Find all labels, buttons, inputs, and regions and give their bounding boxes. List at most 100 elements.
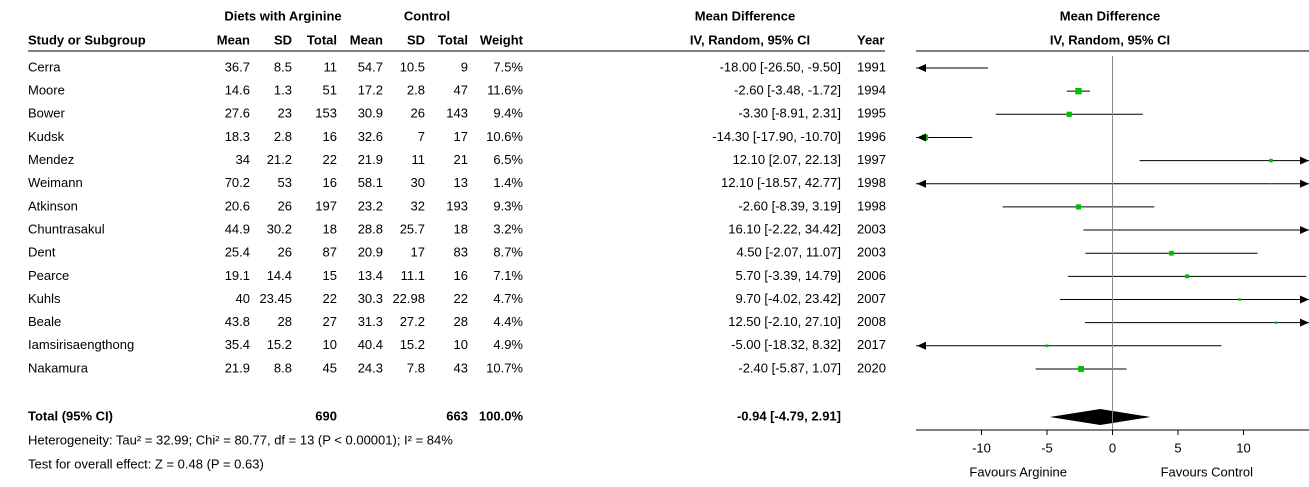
ci-arrow	[1300, 295, 1309, 304]
cell: 11.6%	[487, 83, 523, 98]
cell: 31.3	[358, 314, 383, 329]
cell: 12.10 [2.07, 22.13]	[733, 152, 841, 167]
effect-square	[1066, 111, 1072, 117]
cell: 2003	[857, 221, 886, 236]
cell: 21.9	[358, 152, 383, 167]
cell: 36.7	[225, 59, 250, 74]
cell: 16	[323, 175, 337, 190]
cell: -2.40 [-5.87, 1.07]	[738, 360, 841, 375]
cell: 22.98	[392, 291, 425, 306]
cell: 2007	[857, 291, 886, 306]
column-header: Year	[857, 32, 884, 47]
cell: 27.2	[400, 314, 425, 329]
total-cell: Total (95% CI)	[28, 408, 113, 423]
cell: 18	[454, 221, 468, 236]
ci-arrow	[917, 64, 926, 72]
cell: 10.6%	[486, 129, 523, 144]
cell: 25.4	[225, 245, 250, 260]
cell: Chuntrasakul	[28, 221, 105, 236]
cell: 58.1	[358, 175, 383, 190]
cell: 13	[454, 175, 468, 190]
effect-square	[1169, 250, 1174, 256]
cell: 30.2	[267, 221, 292, 236]
cell: 23	[278, 106, 292, 121]
cell: 1996	[857, 129, 886, 144]
cell: Atkinson	[28, 198, 78, 213]
favours-label: Favours Control	[1161, 464, 1254, 479]
cell: 12.50 [-2.10, 27.10]	[728, 314, 841, 329]
cell: 197	[315, 198, 337, 213]
cell: 2.8	[274, 129, 292, 144]
x-tick-label: 0	[1109, 440, 1116, 455]
cell: 87	[323, 245, 337, 260]
cell: 15.2	[267, 337, 292, 352]
ci-arrow	[917, 341, 926, 350]
cell: 6.5%	[493, 152, 523, 167]
cell: 8.8	[274, 360, 292, 375]
cell: 10.5	[400, 59, 425, 74]
cell: 2020	[857, 360, 886, 375]
cell: 21	[454, 152, 468, 167]
cell: 8.5	[274, 59, 292, 74]
total-cell: 690	[315, 408, 337, 423]
cell: 9.3%	[493, 198, 523, 213]
total-diamond	[1049, 409, 1151, 425]
effect-square	[1075, 87, 1082, 95]
ci-arrow	[1300, 226, 1309, 235]
cell: 7	[418, 129, 425, 144]
column-header: Total	[307, 32, 337, 47]
cell: Bower	[28, 106, 66, 121]
cell: 5.70 [-3.39, 14.79]	[735, 268, 841, 283]
cell: 20.6	[225, 198, 250, 213]
cell: 14.6	[225, 83, 250, 98]
cell: 21.9	[225, 360, 250, 375]
favours-label: Favours Arginine	[969, 464, 1067, 479]
cell: Cerra	[28, 59, 61, 74]
cell: -5.00 [-18.32, 8.32]	[731, 337, 841, 352]
cell: 70.2	[225, 175, 250, 190]
cell: 18.3	[225, 129, 250, 144]
cell: 20.9	[358, 245, 383, 260]
cell: 1994	[857, 83, 886, 98]
cell: 28	[278, 314, 292, 329]
cell: 23.45	[259, 291, 292, 306]
x-tick-label: 10	[1236, 440, 1250, 455]
group-header: Diets with Arginine	[224, 8, 341, 23]
cell: 34	[236, 152, 250, 167]
column-header: Study or Subgroup	[28, 32, 146, 47]
effect-square	[1185, 274, 1190, 279]
cell: 4.4%	[493, 314, 523, 329]
cell: 3.2%	[493, 221, 523, 236]
ci-arrow	[1300, 179, 1309, 188]
group-header: Mean Difference	[695, 8, 795, 23]
total-cell: 100.0%	[479, 408, 524, 423]
ci-arrow	[917, 133, 926, 142]
cell: 30.9	[358, 106, 383, 121]
cell: 1.3	[274, 83, 292, 98]
cell: 22	[323, 152, 337, 167]
cell: 54.7	[358, 59, 383, 74]
plot-area	[916, 67, 1309, 425]
column-header: IV, Random, 95% CI	[690, 32, 810, 47]
cell: 15.2	[400, 337, 425, 352]
cell: -2.60 [-8.39, 3.19]	[738, 198, 841, 213]
cell: 25.7	[400, 221, 425, 236]
cell: 17.2	[358, 83, 383, 98]
cell: 9.70 [-4.02, 23.42]	[735, 291, 841, 306]
cell: Dent	[28, 245, 56, 260]
cell: 28.8	[358, 221, 383, 236]
cell: 11.1	[401, 268, 425, 283]
cell: 9	[461, 59, 468, 74]
ci-arrow	[1300, 156, 1309, 165]
total-cell: 663	[446, 408, 468, 423]
cell: 83	[454, 245, 468, 260]
column-header: Weight	[480, 32, 524, 47]
cell: 13.4	[358, 268, 383, 283]
cell: 30.3	[358, 291, 383, 306]
x-tick-label: 5	[1174, 440, 1181, 455]
cell: 2003	[857, 245, 886, 260]
cell: 17	[411, 245, 425, 260]
effect-square	[1270, 183, 1272, 185]
group-header: Control	[404, 8, 450, 23]
